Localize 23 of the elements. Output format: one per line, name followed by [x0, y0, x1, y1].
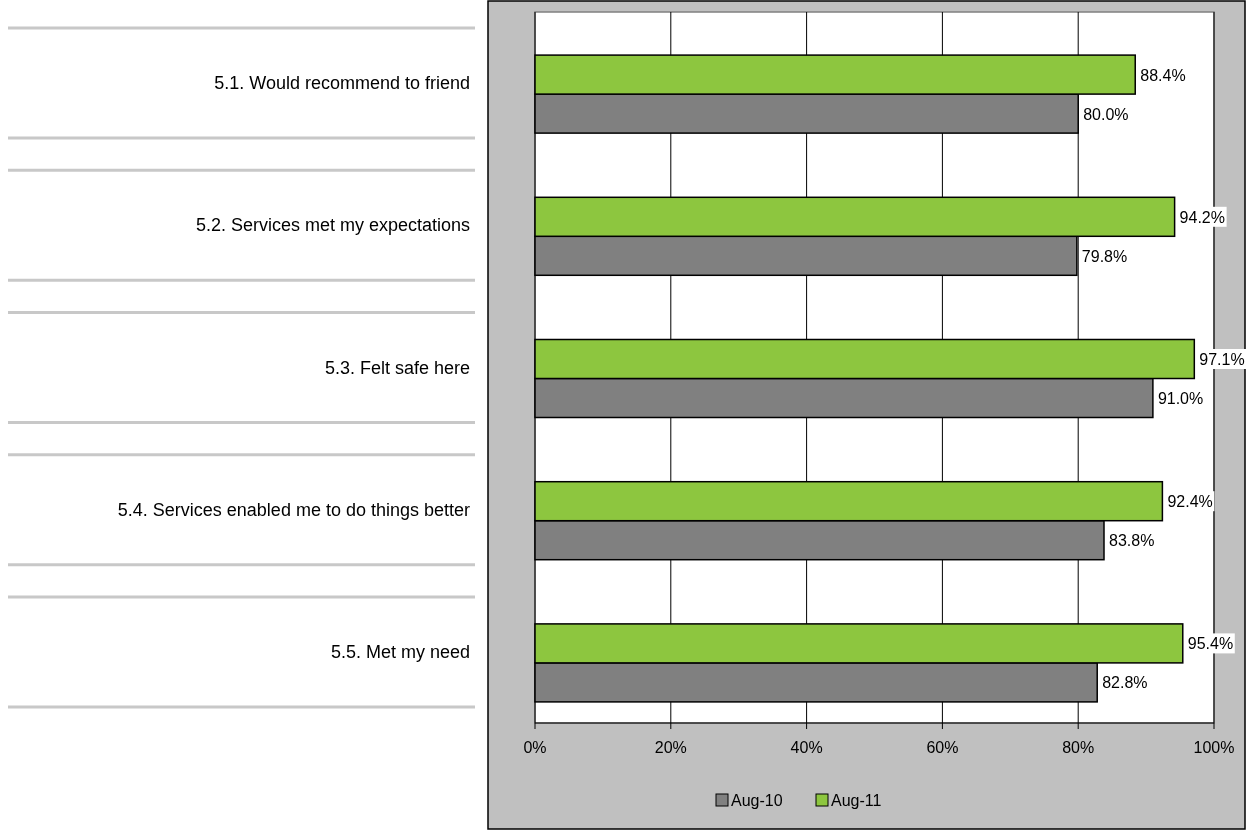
y-tick-label: 5.4. Services enabled me to do things better — [117, 499, 470, 520]
x-tick-label: 40% — [790, 739, 823, 756]
x-tick-label: 60% — [926, 739, 959, 756]
text: 88.4% — [1140, 66, 1186, 84]
x-tick-label: 20% — [654, 739, 687, 756]
x-tick-label: 0% — [523, 739, 547, 756]
legend-label: Aug-10 — [731, 792, 783, 809]
text: 79.8% — [1081, 247, 1128, 265]
text: 82.8% — [1102, 674, 1148, 692]
x-tick-label: 100% — [1193, 739, 1235, 756]
text: 95.4% — [1187, 635, 1234, 653]
y-tick-label: 5.5. Met my need — [330, 641, 470, 662]
y-tick-label: 5.1. Would recommend to friend — [214, 73, 470, 94]
text: 94.2% — [1179, 208, 1225, 226]
text: 91.0% — [1157, 390, 1204, 407]
text: 97.1% — [1199, 351, 1245, 368]
text: 92.4% — [1167, 493, 1213, 511]
text: 80.0% — [1083, 105, 1129, 123]
y-tick-label: 5.3. Felt safe here — [324, 357, 470, 378]
legend-label: Aug-11 — [831, 792, 882, 809]
y-tick-label: 5.2. Services met my expectations — [195, 215, 470, 236]
x-tick-label: 80% — [1062, 739, 1095, 756]
text: 83.8% — [1109, 532, 1155, 550]
